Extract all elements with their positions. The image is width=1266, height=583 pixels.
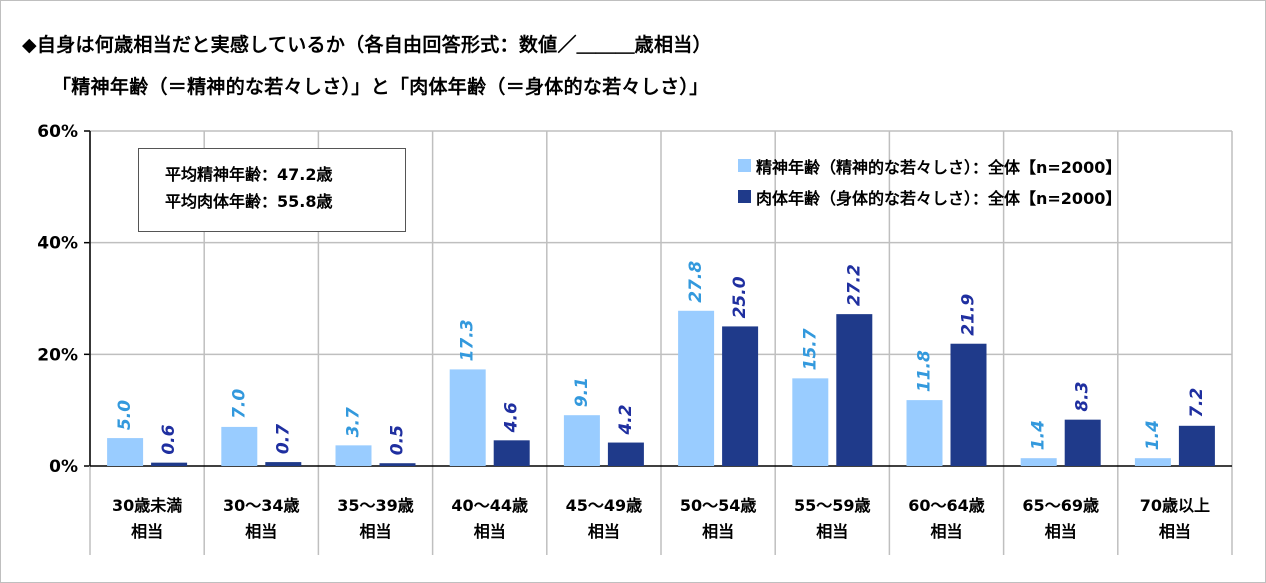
- average-stats-box: 平均精神年齢：47.2歳 平均肉体年齢：55.8歳: [138, 148, 406, 232]
- data-label-physical: 7.2: [1187, 388, 1207, 418]
- data-label-mental: 17.3: [458, 319, 478, 361]
- bar-mental: [678, 310, 715, 466]
- data-label-mental: 27.8: [686, 261, 706, 303]
- chart-subtitle: 「精神年齢（＝精神的な若々しさ）」と「肉体年齢（＝身体的な若々しさ）」: [52, 76, 709, 98]
- category-label: 50～54歳: [680, 496, 757, 515]
- physical-average: 平均肉体年齢：55.8歳: [165, 192, 333, 211]
- category-label: 相当: [474, 522, 506, 541]
- bar-physical: [1178, 425, 1215, 466]
- legend-swatch-mental: [738, 159, 751, 172]
- legend-item-mental: 精神年齢（精神的な若々しさ）：全体【n=2000】: [738, 150, 1121, 181]
- category-label: 30歳未満: [112, 496, 182, 515]
- category-label: 相当: [816, 522, 848, 541]
- data-label-physical: 0.7: [273, 424, 293, 454]
- category-label: 相当: [359, 522, 391, 541]
- data-label-physical: 27.2: [844, 264, 864, 306]
- y-tick-label: 40%: [37, 234, 78, 254]
- legend-swatch-physical: [738, 190, 751, 203]
- y-tick-label: 20%: [37, 345, 78, 365]
- bar-physical: [265, 462, 302, 466]
- data-label-mental: 3.7: [344, 407, 364, 437]
- bar-physical: [607, 442, 644, 466]
- legend: 精神年齢（精神的な若々しさ）：全体【n=2000】 肉体年齢（身体的な若々しさ）…: [738, 150, 1121, 212]
- category-label: 60～64歳: [908, 496, 985, 515]
- category-label: 相当: [1159, 522, 1191, 541]
- category-label: 相当: [588, 522, 620, 541]
- legend-item-physical: 肉体年齢（身体的な若々しさ）：全体【n=2000】: [738, 181, 1121, 212]
- category-label: 45～49歳: [566, 496, 643, 515]
- category-label: 30～34歳: [223, 496, 300, 515]
- data-label-mental: 7.0: [229, 389, 249, 419]
- legend-label-physical: 肉体年齢（身体的な若々しさ）：全体【n=2000】: [756, 188, 1122, 208]
- bar-physical: [950, 343, 987, 466]
- data-label-physical: 4.2: [616, 404, 636, 435]
- bar-mental: [563, 415, 600, 466]
- category-label: 35～39歳: [337, 496, 414, 515]
- bar-mental: [906, 400, 943, 466]
- category-label: 70歳以上: [1140, 496, 1210, 515]
- y-tick-label: 0%: [49, 457, 78, 477]
- bar-mental: [792, 378, 829, 466]
- bar-mental: [1020, 458, 1057, 466]
- data-label-mental: 11.8: [915, 350, 935, 392]
- data-label-mental: 9.1: [572, 377, 592, 407]
- legend-label-mental: 精神年齢（精神的な若々しさ）：全体【n=2000】: [756, 157, 1122, 177]
- bar-mental: [107, 438, 144, 466]
- bar-mental: [221, 426, 258, 466]
- bar-physical: [493, 440, 530, 466]
- category-label: 40～44歳: [451, 496, 528, 515]
- data-label-physical: 0.6: [159, 424, 179, 454]
- category-label: 相当: [245, 522, 277, 541]
- bar-physical: [836, 314, 873, 466]
- y-tick-label: 60%: [37, 122, 78, 142]
- data-label-mental: 5.0: [115, 400, 135, 430]
- category-label: 相当: [930, 522, 962, 541]
- bar-physical: [151, 462, 188, 466]
- category-label: 相当: [131, 522, 163, 541]
- data-label-physical: 21.9: [959, 294, 979, 336]
- category-label: 65～69歳: [1022, 496, 1099, 515]
- category-label: 相当: [702, 522, 734, 541]
- bar-mental: [335, 445, 372, 466]
- bar-physical: [722, 326, 759, 466]
- data-label-mental: 1.4: [1029, 420, 1049, 450]
- data-label-physical: 25.0: [730, 276, 750, 318]
- category-label: 55～59歳: [794, 496, 871, 515]
- data-label-mental: 15.7: [800, 328, 820, 370]
- data-label-physical: 8.3: [1073, 382, 1093, 412]
- data-label-physical: 0.5: [388, 425, 408, 455]
- category-label: 相当: [1045, 522, 1077, 541]
- bar-mental: [1134, 458, 1171, 466]
- data-label-mental: 1.4: [1143, 420, 1163, 450]
- chart-title: ◆自身は何歳相当だと実感しているか（各自由回答形式：数値／＿＿＿歳相当）: [22, 34, 712, 56]
- mental-average: 平均精神年齢：47.2歳: [165, 165, 333, 184]
- data-label-physical: 4.6: [502, 402, 522, 433]
- bar-physical: [379, 463, 416, 466]
- bar-mental: [449, 369, 486, 466]
- bar-physical: [1064, 419, 1101, 466]
